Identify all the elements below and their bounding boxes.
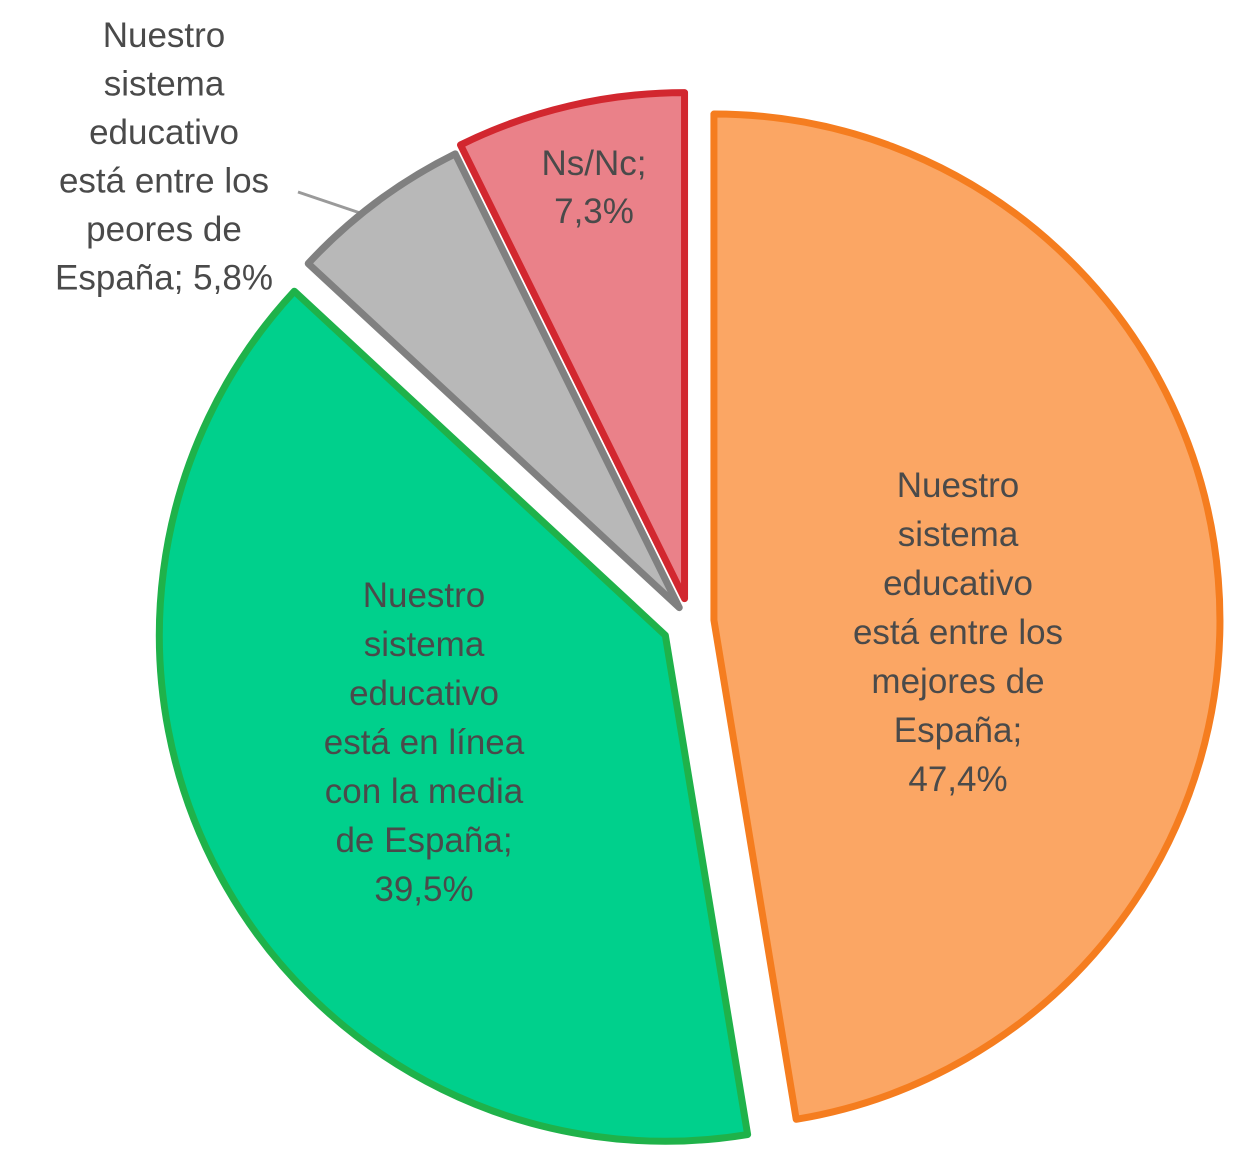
slice-label-line: educativo — [89, 113, 239, 152]
slice-label-line: España; 5,8% — [55, 259, 273, 298]
slice-label-line: 7,3% — [554, 192, 634, 231]
pie-slices — [155, 89, 1224, 1145]
slice-label-line: está entre los — [59, 162, 269, 201]
pie-labels: Nuestro sistema educativo está entre los mej… — [55, 16, 1063, 909]
pie-slice-media — [155, 287, 752, 1145]
slice-label-line: sistema — [104, 65, 225, 104]
pie-slice-peores — [304, 150, 683, 612]
slice-label-line: está en línea — [324, 723, 525, 762]
pie-slice-mejores — [710, 110, 1224, 1123]
slice-label-line: Ns/Nc; — [542, 144, 647, 183]
slice-label-line: de España; — [335, 821, 512, 860]
slice-label-line: peores de — [86, 210, 242, 249]
slice-label-line: está entre los — [853, 613, 1063, 652]
slice-label-line: con la media — [325, 772, 524, 811]
slice-label-line: sistema — [364, 625, 485, 664]
pie-slice-nsnc — [457, 89, 689, 603]
slice-label-line: sistema — [898, 515, 1019, 554]
slice-label-line: 39,5% — [374, 870, 473, 909]
slice-label-peores: Nuestro sistema educativo está entre los peo… — [55, 16, 273, 298]
slice-label-line: Nuestro — [103, 16, 226, 55]
slice-label-mejores: Nuestro sistema educativo está entre los mej… — [853, 466, 1063, 799]
slice-label-media: Nuestro sistema educativo está en línea con … — [324, 576, 525, 909]
slice-label-line: Nuestro — [363, 576, 486, 615]
slice-label-line: España; — [894, 711, 1022, 750]
slice-label-line: Nuestro — [897, 466, 1020, 505]
slice-label-line: educativo — [883, 564, 1033, 603]
slice-label-line: mejores de — [871, 662, 1044, 701]
slice-label-nsnc: Ns/Nc; 7,3% — [542, 144, 647, 231]
slice-label-line: 47,4% — [908, 760, 1007, 799]
slice-label-line: educativo — [349, 674, 499, 713]
